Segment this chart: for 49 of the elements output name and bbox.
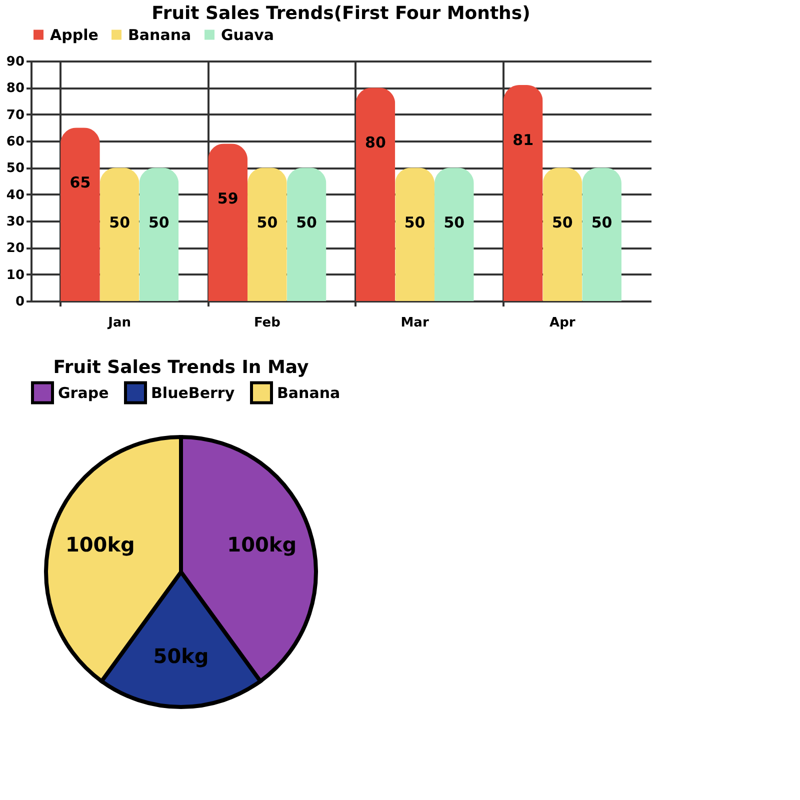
data-label: 50 (296, 214, 317, 232)
data-label: 81 (512, 131, 534, 149)
data-label: 50 (591, 214, 612, 232)
data-label: 65 (70, 174, 91, 192)
y-tick-label: 20 (6, 241, 24, 256)
bar (582, 168, 622, 301)
bar (356, 88, 396, 301)
bar (434, 168, 474, 301)
chart-title: Fruit Sales Trends In May (53, 357, 309, 378)
data-label: 50 (148, 214, 170, 232)
bar (395, 168, 434, 301)
bar (542, 168, 582, 301)
bar (60, 128, 100, 301)
data-label: 50 (552, 214, 573, 232)
data-label: 50 (256, 214, 278, 232)
bar (503, 85, 543, 301)
y-tick-label: 30 (6, 214, 24, 230)
data-label: 50 (109, 214, 130, 232)
x-tick-label: Feb (254, 316, 280, 330)
data-label: 50kg (153, 644, 209, 668)
x-tick-label: Mar (400, 316, 430, 330)
legend-label: Banana (277, 384, 340, 402)
bar (100, 168, 140, 301)
bar (139, 168, 179, 301)
y-tick-label: 50 (6, 161, 24, 176)
y-tick-label: 70 (6, 108, 24, 123)
y-tick-label: 80 (6, 81, 24, 96)
legend-label: Grape (58, 384, 109, 402)
bar (286, 168, 326, 301)
y-tick-label: 60 (6, 134, 24, 150)
chart-title: Fruit Sales Trends(First Four Months) (152, 3, 530, 24)
data-label: 50 (404, 214, 426, 232)
legend-label: Guava (221, 26, 274, 44)
legend-label: Apple (50, 26, 98, 44)
y-tick-label: 90 (6, 54, 24, 70)
bar (248, 168, 287, 301)
x-tick-label: Apr (550, 316, 576, 330)
y-tick-label: 40 (6, 188, 24, 203)
data-label: 59 (217, 190, 238, 208)
bar (208, 144, 248, 301)
y-tick-label: 10 (6, 268, 24, 283)
legend-label: Banana (128, 26, 192, 44)
data-label: 100kg (65, 532, 135, 557)
data-label: 100kg (227, 532, 297, 557)
y-tick-label: 0 (15, 294, 24, 310)
data-label: 50 (444, 214, 465, 232)
data-label: 80 (365, 134, 386, 152)
x-tick-label: Jan (107, 316, 132, 330)
legend-label: BlueBerry (151, 384, 235, 402)
